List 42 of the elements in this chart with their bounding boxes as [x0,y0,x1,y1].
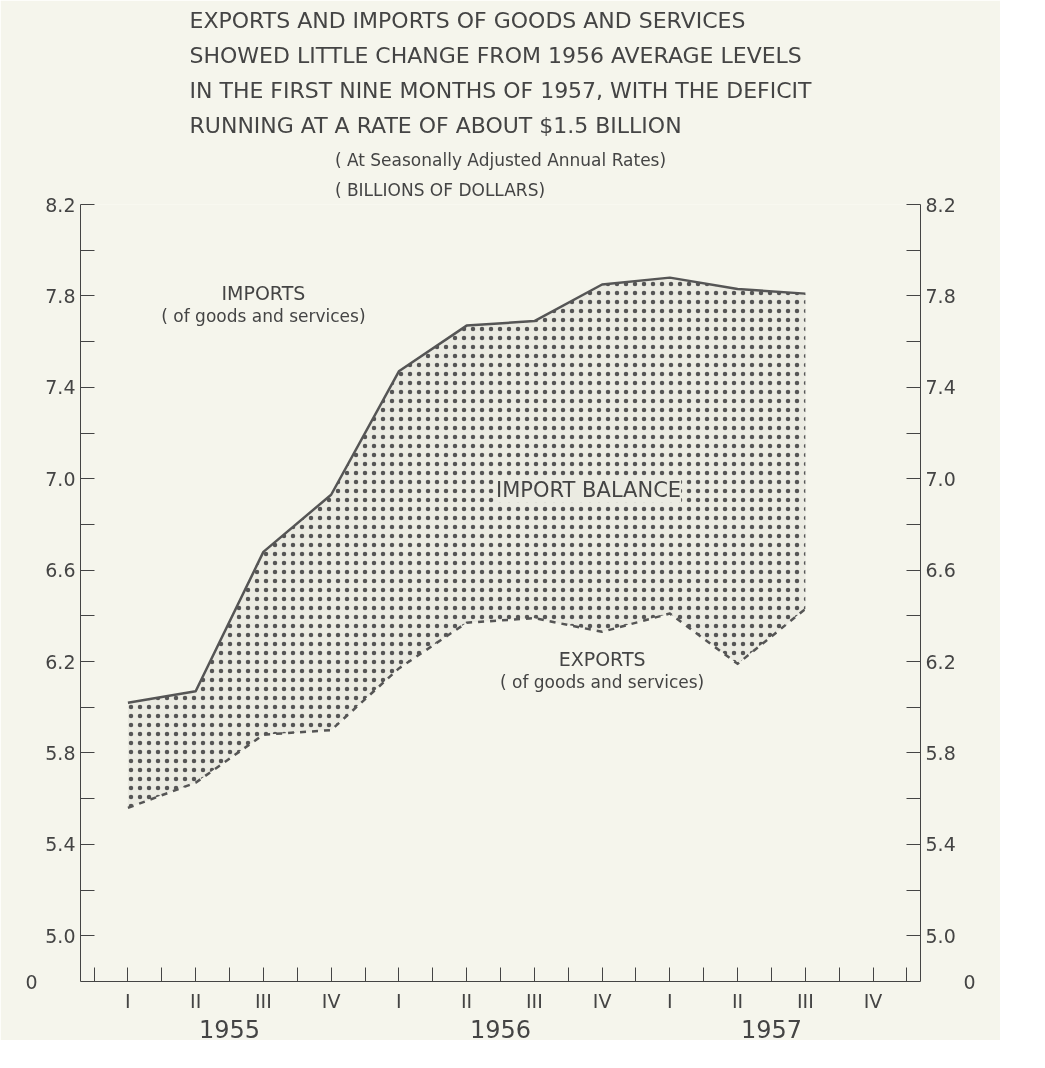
y-tick-label: 8.2 [45,193,76,216]
x-tick-label: I [667,989,673,1012]
text: 1956 [469,1015,532,1044]
y2-tick-label: 5.0 [925,924,956,947]
line-series [126,607,807,810]
y2-tick-label: 5.4 [925,833,956,856]
line-series [126,276,807,704]
y-tick-label: 6.6 [45,559,76,582]
text: 1955 [198,1015,261,1044]
x-tick-label: I [125,989,131,1012]
text: IMPORTS ( of goods and services) [161,282,366,327]
series-label: EXPORTS ( of goods and services) [499,647,705,692]
y2-tick-label: 5.8 [925,741,956,764]
x-tick-label: II [190,989,202,1012]
x-tick-label: IV [863,989,883,1012]
y-tick-label: 7.0 [45,467,76,490]
y2-tick-label: 7.0 [925,467,956,490]
x-tick-label: II [461,989,473,1012]
x-tick-label: III [525,989,543,1012]
y2-tick-label: 8.2 [925,193,956,216]
y2-tick-label: 6.2 [925,650,956,673]
y-tick-label: 5.0 [45,924,76,947]
x-tick-label: I [396,989,402,1012]
text: 0 [963,970,976,993]
text: 0 [25,970,38,993]
x-tick-label: IV [321,989,341,1012]
y-tick-label: 6.2 [45,650,76,673]
chart-subtitle: ( At Seasonally Adjusted Annual Rates) ( BILLIONS OF DOLLARS) [334,149,667,200]
text: 1957 [740,1015,803,1044]
x-tick-label: IV [592,989,612,1012]
annotation: IMPORT BALANCE [496,478,682,503]
y2-tick-label: 7.4 [925,376,956,399]
y-tick-label: 5.8 [45,741,76,764]
chart-title: EXPORTS AND IMPORTS OF GOODS AND SERVICES SHOWED LITTLE CHANGE FROM 1956 AVERAGE LEVELS IN THE FIRST NINE MONTHS OF 1957, WITH THE DEFICIT RUNNING AT A RATE OF ABOUT $1.5 BILLION [189,7,813,138]
x-tick-label: II [731,989,744,1012]
y-tick-label: 5.4 [45,833,76,856]
x-tick-label: III [255,989,272,1012]
y2-tick-label: 6.6 [925,559,956,582]
x-tick-label: III [796,989,814,1012]
y-tick-label: 7.4 [45,376,76,399]
y-tick-label: 7.8 [45,284,76,307]
y2-tick-label: 7.8 [925,284,956,307]
